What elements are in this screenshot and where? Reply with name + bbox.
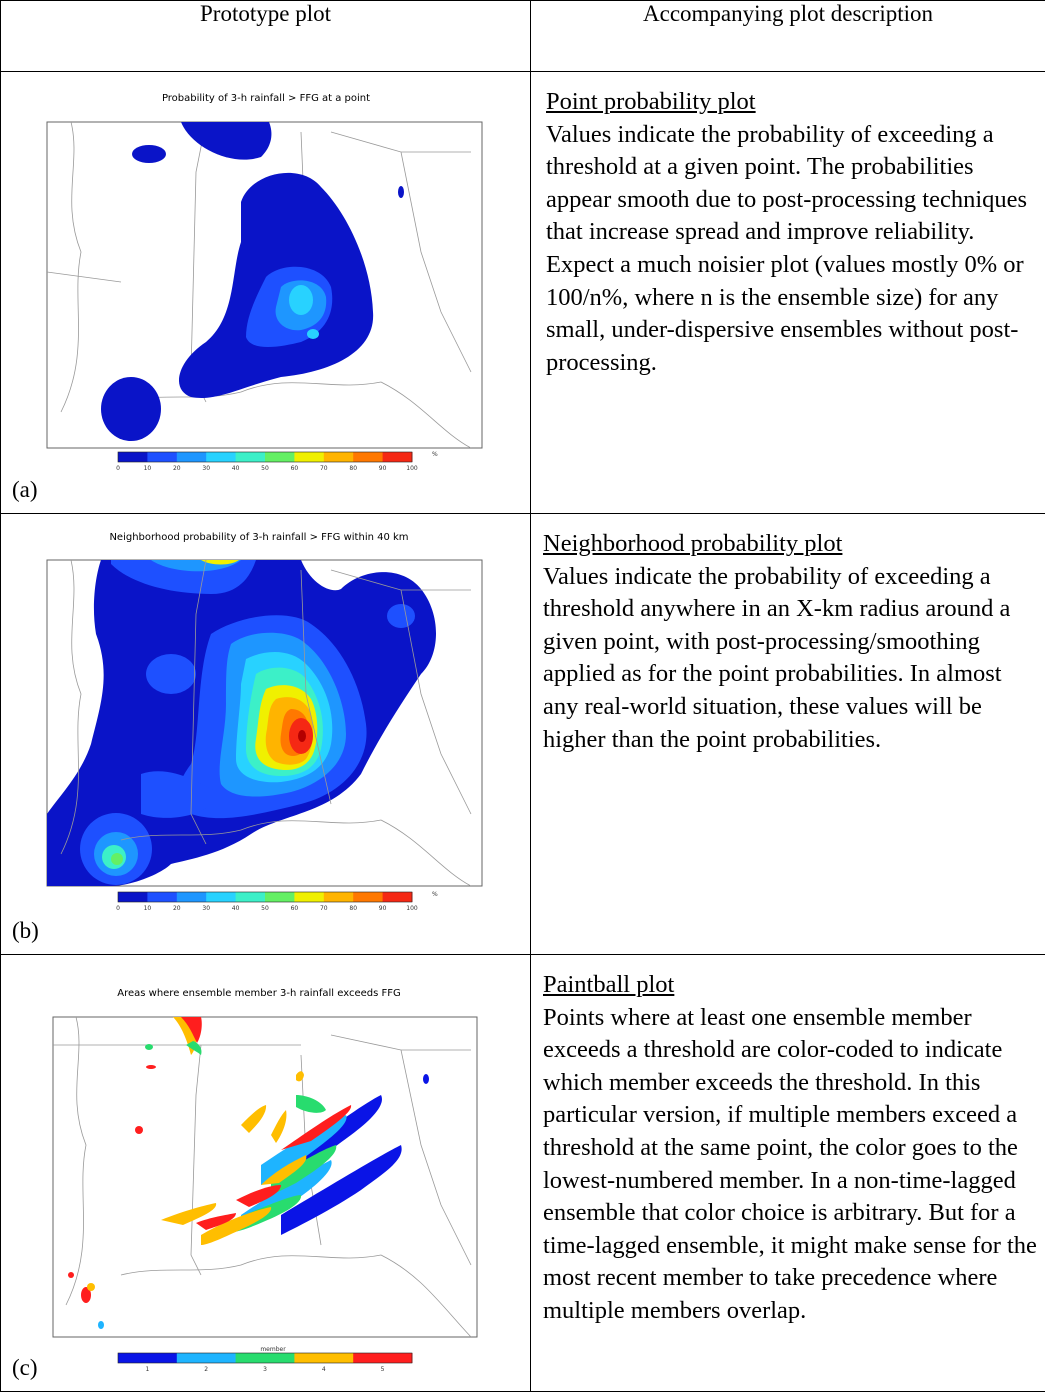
description-text: Values indicate the probability of excee…	[543, 562, 1011, 753]
colorbar: 1 2 3 4 5	[117, 1352, 413, 1373]
row-paintball: Areas where ensemble member 3-h rainfall…	[0, 954, 1045, 1392]
colorbar-segment	[176, 1353, 237, 1363]
colorbar-tick-label: 80	[349, 465, 357, 472]
colorbar-tick-label: 3	[263, 1366, 267, 1373]
colorbar-tick-label: 1	[145, 1366, 149, 1373]
row-point-probability: Probability of 3-h rainfall > FFG at a p…	[0, 71, 1045, 514]
colorbar-tick-label: 30	[202, 905, 210, 912]
colorbar-segment	[323, 892, 354, 902]
colorbar-tick-label: 100	[406, 905, 418, 912]
colorbar-segment	[206, 452, 237, 462]
desc-cell-a: Point probability plot Values indicate t…	[530, 71, 1045, 514]
header-plot-description: Accompanying plot description	[530, 0, 1045, 72]
colorbar-segment	[147, 892, 178, 902]
plot-cell-c: Areas where ensemble member 3-h rainfall…	[0, 954, 531, 1392]
colorbar-segment	[176, 892, 207, 902]
colorbar-segment	[353, 1353, 413, 1363]
paintball-map: Areas where ensemble member 3-h rainfall…	[52, 988, 478, 1373]
colorbar-tick-label: 0	[116, 905, 120, 912]
panel-letter: (b)	[12, 918, 39, 943]
probability-shading	[47, 122, 472, 448]
colorbar-tick-label: 5	[381, 1366, 385, 1373]
colorbar-tick-label: 30	[202, 465, 210, 472]
colorbar-segment	[294, 452, 325, 462]
panel-letter: (a)	[12, 477, 38, 502]
colorbar-segment	[235, 1353, 295, 1363]
colorbar-tick-label: 60	[291, 465, 299, 472]
colorbar-segment	[294, 1353, 354, 1363]
colorbar-segment	[382, 452, 413, 462]
colorbar-tick-label: 20	[173, 905, 181, 912]
description-text: Values indicate the probability of excee…	[546, 120, 1028, 376]
plot-title: Probability of 3-h rainfall > FFG at a p…	[162, 93, 370, 104]
description: Paintball plot Points where at least one…	[531, 955, 1045, 1328]
colorbar-tick-label: 100	[406, 465, 418, 472]
colorbar-segment	[118, 452, 148, 462]
colorbar-tick-label: 70	[320, 905, 328, 912]
plot-title: Neighborhood probability of 3-h rainfall…	[109, 532, 408, 543]
description-title: Paintball plot	[543, 971, 675, 998]
colorbar-border	[117, 451, 413, 463]
colorbar-tick-label: 10	[144, 465, 152, 472]
header-row: Prototype plot Accompanying plot descrip…	[0, 0, 1045, 72]
description-title: Point probability plot	[546, 88, 756, 115]
colorbar-segment	[353, 452, 384, 462]
colorbar-tick-label: 2	[204, 1366, 208, 1373]
description: Point probability plot Values indicate t…	[531, 72, 1045, 379]
description-title: Neighborhood probability plot	[543, 530, 843, 557]
colorbar-segment	[235, 892, 266, 902]
colorbar-tick-label: 10	[144, 905, 152, 912]
colorbar-segment	[265, 452, 295, 462]
colorbar-segment	[323, 452, 354, 462]
colorbar-segment	[265, 892, 295, 902]
probability-shading	[47, 560, 472, 886]
row-neighborhood-probability: Neighborhood probability of 3-h rainfall…	[0, 513, 1045, 955]
colorbar-border	[117, 1352, 413, 1364]
colorbar-segment	[235, 452, 266, 462]
colorbar-segment	[382, 892, 413, 902]
colorbar-segment	[294, 892, 325, 902]
colorbar-segment	[147, 452, 178, 462]
panel-letter: (c)	[12, 1355, 38, 1380]
colorbar-tick-label: 4	[322, 1366, 326, 1373]
colorbar-tick-label: 20	[173, 465, 181, 472]
plot-title: Areas where ensemble member 3-h rainfall…	[117, 988, 401, 999]
colorbar-segment	[176, 452, 207, 462]
member-paint	[53, 1017, 472, 1337]
colorbar-segment	[206, 892, 237, 902]
colorbar-unit: %	[432, 891, 438, 898]
colorbar-tick-label: 90	[379, 905, 387, 912]
colorbar-tick-label: 60	[291, 905, 299, 912]
colorbar-label: member	[260, 1346, 286, 1353]
colorbar-segment	[353, 892, 384, 902]
colorbar-border	[117, 891, 413, 903]
colorbar-tick-label: 40	[232, 905, 240, 912]
colorbar-tick-label: 50	[261, 905, 269, 912]
desc-cell-c: Paintball plot Points where at least one…	[530, 954, 1045, 1392]
colorbar-segment	[118, 892, 148, 902]
plot-cell-a: Probability of 3-h rainfall > FFG at a p…	[0, 71, 531, 514]
description-text: Points where at least one ensemble membe…	[543, 1003, 1037, 1324]
neighborhood-probability-map: Neighborhood probability of 3-h rainfall…	[46, 532, 483, 912]
colorbar-tick-label: 0	[116, 465, 120, 472]
plot-cell-b: Neighborhood probability of 3-h rainfall…	[0, 513, 531, 955]
colorbar-tick-label: 50	[261, 465, 269, 472]
colorbar-segment	[118, 1353, 178, 1363]
colorbar: 0 10 20 30 40 50 60 70 80 90 100%	[116, 451, 438, 472]
colorbar-tick-label: 70	[320, 465, 328, 472]
colorbar-tick-label: 90	[379, 465, 387, 472]
header-prototype-plot: Prototype plot	[0, 0, 531, 72]
desc-cell-b: Neighborhood probability plot Values ind…	[530, 513, 1045, 955]
colorbar-unit: %	[432, 451, 438, 458]
colorbar-tick-label: 40	[232, 465, 240, 472]
point-probability-map: Probability of 3-h rainfall > FFG at a p…	[46, 93, 483, 472]
description: Neighborhood probability plot Values ind…	[531, 514, 1045, 756]
colorbar-tick-label: 80	[349, 905, 357, 912]
colorbar: 0 10 20 30 40 50 60 70 80 90 100%	[116, 891, 438, 912]
